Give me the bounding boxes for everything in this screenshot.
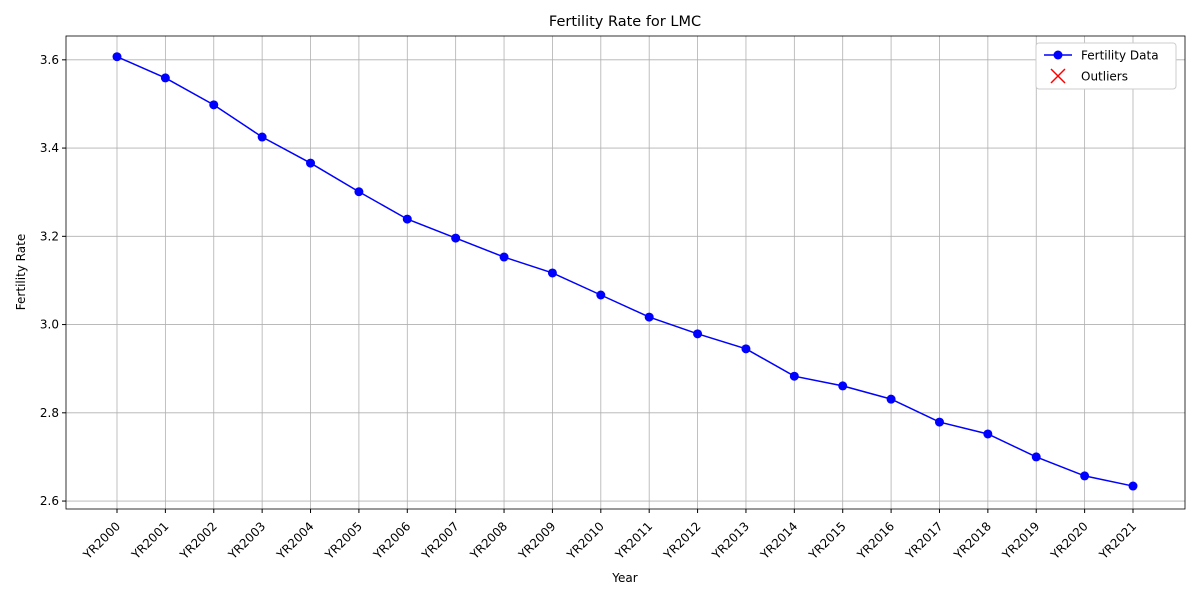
data-point (451, 233, 461, 243)
x-tick-label: YR2020 (1047, 519, 1090, 562)
data-point (160, 73, 170, 83)
y-tick-label: 3.2 (40, 229, 59, 243)
y-tick-label: 3.4 (40, 141, 59, 155)
data-point (596, 290, 606, 300)
y-tick-label: 2.8 (40, 406, 59, 420)
data-point (934, 417, 944, 427)
data-point (693, 329, 703, 339)
chart-title: Fertility Rate for LMC (549, 14, 701, 30)
data-point (1080, 471, 1090, 481)
x-tick-label: YR2002 (177, 519, 220, 562)
x-tick-label: YR2010 (564, 519, 607, 562)
x-axis-label: Year (611, 571, 637, 585)
legend-label: Fertility Data (1081, 49, 1159, 63)
x-tick-label: YR2005 (322, 519, 365, 562)
data-point (741, 344, 751, 354)
x-tick-label: YR2012 (660, 519, 703, 562)
data-point (306, 158, 316, 168)
data-point (547, 268, 557, 278)
x-tick-label: YR2009 (515, 519, 558, 562)
x-tick-label: YR2001 (128, 519, 171, 562)
y-tick-label: 3.0 (40, 318, 59, 332)
x-tick-label: YR2006 (370, 519, 413, 562)
data-point (112, 52, 122, 62)
x-tick-label: YR2008 (467, 519, 510, 562)
y-axis-label: Fertility Rate (14, 234, 28, 310)
x-tick-label: YR2011 (612, 519, 655, 562)
x-tick-label: YR2007 (418, 519, 461, 562)
x-tick-label: YR2000 (80, 519, 123, 562)
data-point (838, 381, 848, 391)
data-point (1031, 452, 1041, 462)
data-point (983, 429, 993, 439)
y-tick-label: 3.6 (40, 53, 59, 67)
data-point (499, 252, 509, 262)
x-tick-label: YR2014 (757, 519, 800, 562)
data-point (886, 394, 896, 404)
data-point (257, 132, 267, 142)
data-point (789, 371, 799, 381)
legend-label: Outliers (1081, 70, 1128, 84)
x-tick-label: YR2013 (709, 519, 752, 562)
legend-marker (1053, 50, 1063, 60)
x-tick-label: YR2018 (951, 519, 994, 562)
data-point (1128, 481, 1138, 491)
x-tick-label: YR2021 (1096, 519, 1139, 562)
x-tick-label: YR2017 (902, 519, 945, 562)
data-line (116, 56, 1134, 487)
x-tick-label: YR2003 (225, 519, 268, 562)
y-tick-label: 2.6 (40, 494, 59, 508)
data-point (402, 214, 412, 224)
x-tick-label: YR2016 (854, 519, 897, 562)
x-tick-label: YR2004 (273, 519, 316, 562)
data-point (354, 187, 364, 197)
axes-frame (65, 35, 1186, 510)
x-tick-label: YR2019 (999, 519, 1042, 562)
x-tick-label: YR2015 (806, 519, 849, 562)
data-point (209, 100, 219, 110)
data-point (644, 312, 654, 322)
legend-marker (1050, 68, 1066, 84)
